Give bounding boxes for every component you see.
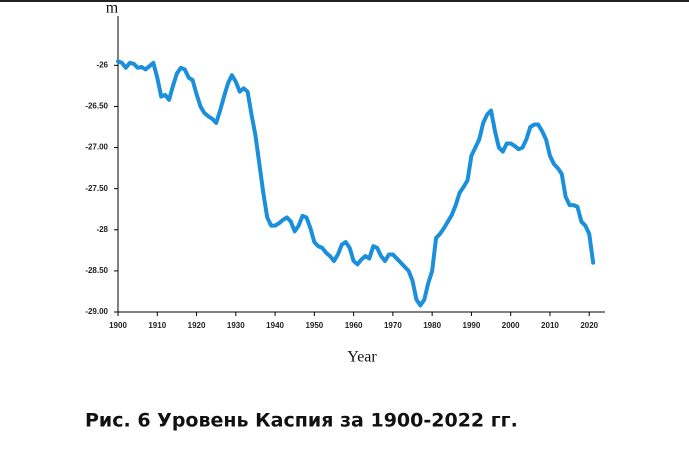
x-tick-label: 1930 bbox=[227, 321, 245, 330]
top-border bbox=[0, 0, 689, 2]
x-tick-label: 1910 bbox=[148, 321, 166, 330]
x-tick-label: 1950 bbox=[305, 321, 323, 330]
y-axis-label: m bbox=[106, 0, 119, 17]
x-tick-label: 1990 bbox=[463, 321, 481, 330]
y-tick-label: -27.00 bbox=[85, 143, 108, 152]
x-tick-label: 1940 bbox=[266, 321, 284, 330]
x-tick-label: 1960 bbox=[345, 321, 363, 330]
y-tick-label: -26 bbox=[96, 60, 108, 69]
y-tick-label: -26.50 bbox=[85, 102, 108, 111]
x-tick-label: 2010 bbox=[541, 321, 559, 330]
x-tick-label: 1980 bbox=[423, 321, 441, 330]
x-tick-label: 2020 bbox=[580, 321, 598, 330]
data-line bbox=[116, 59, 596, 308]
x-tick-label: 1920 bbox=[188, 321, 206, 330]
y-tick-label: -27.50 bbox=[85, 184, 108, 193]
y-tick-label: -29.00 bbox=[85, 307, 108, 316]
x-tick-label: 1900 bbox=[109, 321, 127, 330]
y-tick-label: -28 bbox=[96, 225, 108, 234]
x-axis-label: Year bbox=[347, 349, 377, 366]
y-tick-label: -28.50 bbox=[85, 266, 108, 275]
caption: Рис. 6 Уровень Каспия за 1900-2022 гг. bbox=[85, 410, 518, 432]
x-tick-label: 2000 bbox=[502, 321, 520, 330]
x-tick-label: 1970 bbox=[384, 321, 402, 330]
